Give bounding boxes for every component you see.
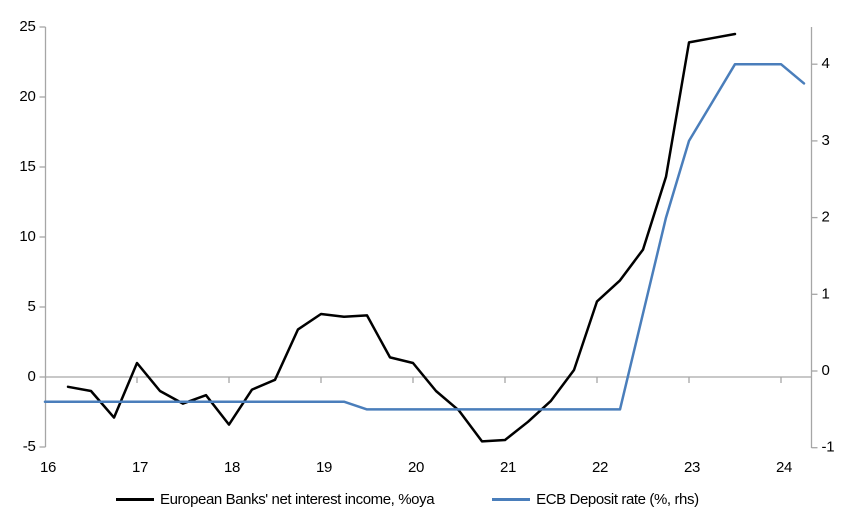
left-axis-tick-label: -5 xyxy=(23,438,36,455)
left-axis-tick-label: 5 xyxy=(27,298,35,315)
legend-label-ecb-deposit-rate: ECB Deposit rate (%, rhs) xyxy=(536,491,699,508)
x-axis-tick-label: 19 xyxy=(316,459,332,476)
x-axis-tick-label: 18 xyxy=(224,459,240,476)
right-axis-tick-label: -1 xyxy=(822,439,835,456)
x-axis-tick-label: 17 xyxy=(132,459,148,476)
left-axis-tick-label: 20 xyxy=(19,88,35,105)
right-axis-tick-label: 3 xyxy=(822,132,830,149)
black-line-swatch-icon xyxy=(116,498,154,501)
left-axis-tick-label: 0 xyxy=(27,368,35,385)
right-axis-tick-label: 1 xyxy=(822,285,830,302)
x-axis-tick-label: 16 xyxy=(40,459,56,476)
x-axis-tick-label: 22 xyxy=(592,459,608,476)
chart-legend: European Banks' net interest income, %oy… xyxy=(0,491,852,508)
x-axis-tick-label: 23 xyxy=(684,459,700,476)
right-axis-tick-label: 0 xyxy=(822,362,830,379)
left-axis-tick-label: 25 xyxy=(19,18,35,35)
x-axis-tick-label: 20 xyxy=(408,459,424,476)
x-axis-tick-label: 24 xyxy=(776,459,792,476)
left-axis-tick-label: 15 xyxy=(19,158,35,175)
left-axis-tick-label: 10 xyxy=(19,228,35,245)
legend-label-net-interest-income: European Banks' net interest income, %oy… xyxy=(160,491,435,508)
series-line-net-interest-income xyxy=(66,32,737,443)
blue-line-swatch-icon xyxy=(492,498,531,501)
right-axis-tick-label: 4 xyxy=(822,55,830,72)
x-axis-tick-label: 21 xyxy=(500,459,516,476)
legend-item-ecb-deposit-rate: ECB Deposit rate (%, rhs) xyxy=(492,491,699,508)
series-line-ecb-deposit-rate xyxy=(43,62,806,411)
right-axis-tick-label: 2 xyxy=(822,209,830,226)
legend-item-net-interest-income: European Banks' net interest income, %oy… xyxy=(116,491,435,508)
